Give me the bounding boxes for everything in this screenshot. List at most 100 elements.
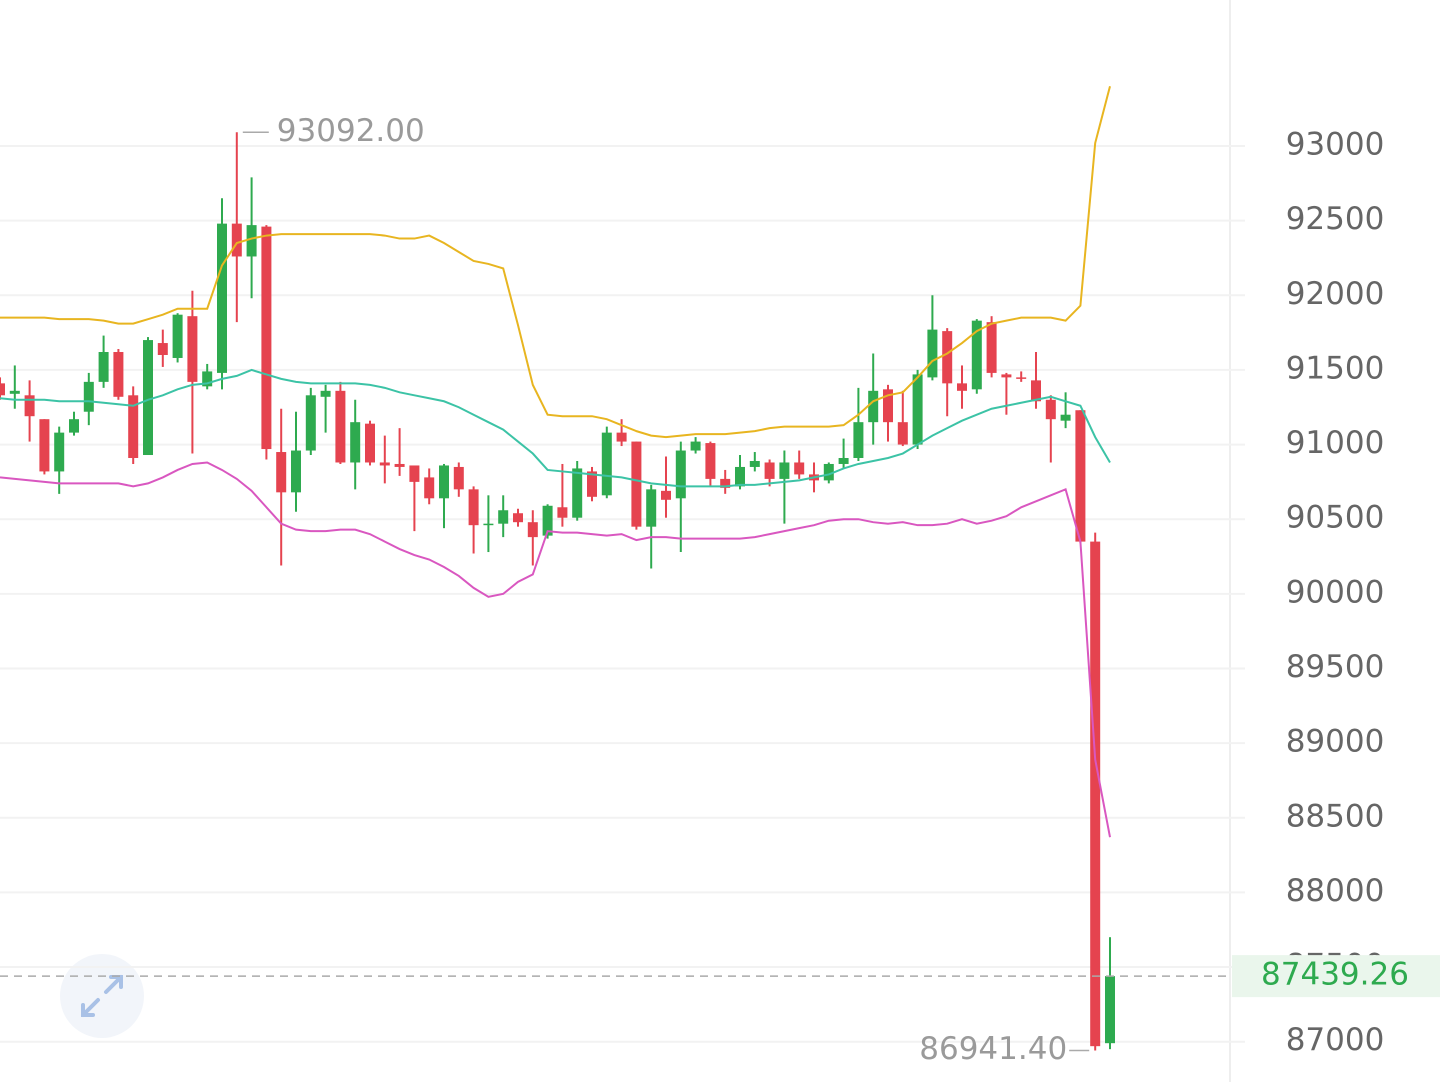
- candle-body: [868, 390, 879, 423]
- candle-body: [1031, 380, 1041, 402]
- y-tick-label: 90000: [1286, 574, 1385, 610]
- y-tick-label: 89500: [1286, 649, 1385, 685]
- candle-body: [513, 513, 523, 523]
- candle: [735, 455, 745, 490]
- candle-body: [912, 374, 923, 445]
- y-tick-label: 89000: [1286, 724, 1385, 760]
- candle: [1090, 532, 1101, 1051]
- low-label: 86941.40: [919, 1031, 1067, 1067]
- candle: [868, 353, 879, 445]
- y-tick-label: 92000: [1286, 276, 1385, 312]
- candle-body: [143, 340, 153, 456]
- candle-body: [305, 395, 316, 451]
- expand-icon: [81, 975, 123, 1017]
- candle: [927, 295, 938, 381]
- candle: [320, 384, 331, 433]
- candle: [1105, 937, 1115, 1050]
- candle: [365, 420, 375, 466]
- candle-body: [942, 331, 953, 384]
- candle: [823, 462, 834, 484]
- candle: [1045, 395, 1056, 463]
- candle-body: [439, 465, 449, 499]
- candle: [853, 387, 864, 461]
- candle-body: [424, 477, 435, 499]
- candle-body: [542, 505, 553, 536]
- candle-body: [379, 462, 390, 466]
- candle-body: [823, 463, 834, 481]
- candle: [513, 508, 523, 527]
- candle: [424, 468, 435, 505]
- candle-body: [587, 471, 597, 497]
- candle-body: [883, 389, 893, 423]
- candle-body: [320, 390, 331, 397]
- candle: [69, 411, 79, 436]
- candle-body: [838, 457, 849, 464]
- candle: [483, 495, 494, 553]
- candle: [690, 437, 701, 454]
- candle: [527, 510, 538, 566]
- candle-body: [957, 383, 967, 391]
- candle-body: [9, 390, 20, 394]
- expand-button[interactable]: [60, 954, 144, 1038]
- candle: [749, 452, 760, 472]
- candle: [572, 460, 583, 521]
- candle: [1016, 371, 1027, 382]
- candle: [468, 486, 479, 554]
- candle-body: [276, 452, 287, 493]
- candle-body: [157, 343, 168, 355]
- candle: [350, 399, 361, 490]
- candle-body: [720, 478, 731, 488]
- candle: [202, 363, 213, 390]
- candle: [986, 316, 997, 378]
- candle-body: [527, 522, 538, 538]
- candle: [305, 387, 316, 456]
- candle-body: [794, 462, 805, 475]
- candle-body: [1090, 541, 1101, 1047]
- y-tick-label: 93000: [1286, 126, 1385, 162]
- candle: [1060, 392, 1071, 429]
- candle-body: [468, 489, 479, 526]
- y-tick-label: 92500: [1286, 201, 1385, 237]
- candle-body: [1016, 377, 1027, 379]
- candle: [720, 469, 731, 494]
- candle: [587, 466, 597, 502]
- candle-body: [54, 432, 65, 472]
- candle: [794, 450, 805, 479]
- candle-body: [335, 390, 346, 463]
- candle-body: [39, 419, 50, 472]
- y-tick-label: 90500: [1286, 500, 1385, 536]
- candle: [883, 384, 893, 442]
- candle: [1001, 372, 1012, 415]
- candle: [172, 313, 183, 363]
- candle-body: [291, 450, 301, 493]
- candle: [291, 411, 301, 512]
- candle: [261, 225, 272, 460]
- candle: [631, 441, 642, 530]
- candle-body: [675, 450, 686, 499]
- candle: [498, 495, 509, 538]
- band-line: [0, 368, 1111, 488]
- candle-body: [897, 422, 908, 445]
- candle: [98, 335, 109, 388]
- candle-body: [557, 507, 568, 518]
- y-tick-label: 91000: [1286, 425, 1385, 461]
- candle-body: [483, 523, 494, 526]
- last-price-label: 87439.26: [1261, 957, 1409, 993]
- candle: [157, 329, 168, 367]
- y-tick-label: 91500: [1286, 350, 1385, 386]
- candle-body: [98, 352, 109, 382]
- candle: [764, 459, 775, 487]
- candle-body: [453, 466, 464, 490]
- candle: [601, 426, 612, 499]
- candle: [897, 390, 908, 447]
- candle-body: [69, 419, 79, 433]
- candle-body: [83, 381, 94, 412]
- candle: [838, 438, 849, 469]
- candle: [616, 419, 627, 447]
- candle: [394, 428, 405, 476]
- y-tick-label: 88500: [1286, 798, 1385, 834]
- candle: [0, 377, 5, 400]
- candle-body: [1045, 399, 1056, 420]
- candle-body: [202, 371, 213, 387]
